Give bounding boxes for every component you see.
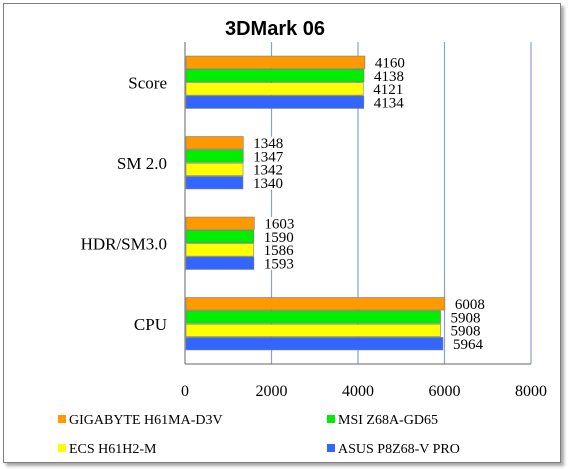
data-label-bg: [446, 324, 494, 338]
data-label: 1586: [264, 243, 295, 259]
data-label-bg: [370, 56, 418, 70]
data-label: 1590: [264, 230, 294, 246]
bar: [185, 82, 364, 96]
legend-swatch: [327, 444, 335, 452]
category-label: HDR/SM3.0: [81, 234, 167, 253]
data-label: 1347: [253, 149, 284, 165]
data-label: 6008: [455, 297, 485, 313]
data-label: 1342: [253, 163, 283, 179]
legend-label: ECS H61H2-M: [69, 442, 157, 457]
data-label: 1593: [264, 256, 294, 272]
data-label-bg: [248, 176, 296, 190]
legend-label: ASUS P8Z68-V PRO: [338, 442, 460, 457]
data-label: 5964: [453, 337, 484, 353]
bar: [185, 149, 244, 163]
x-tick-label: 4000: [342, 383, 374, 400]
legend: GIGABYTE H61MA-D3V MSI Z68A-GD65 ECS H61H2…: [58, 413, 460, 457]
bar: [185, 162, 244, 176]
data-label-bg: [259, 256, 307, 271]
data-label: 5908: [451, 310, 481, 326]
category-label: Score: [128, 73, 167, 92]
bar: [185, 69, 365, 83]
x-tick-label: 8000: [515, 383, 547, 400]
data-label-bg: [450, 297, 498, 311]
data-label-bg: [446, 310, 494, 324]
legend-swatch: [58, 415, 66, 423]
data-label: 1340: [253, 176, 283, 192]
bars: [185, 55, 446, 351]
data-label-bg: [448, 337, 496, 351]
data-label-bg: [369, 95, 417, 110]
bar: [185, 297, 446, 311]
bar: [185, 310, 441, 324]
data-label: 1348: [253, 136, 283, 152]
x-tick-label: 2000: [256, 383, 288, 400]
bar: [185, 323, 441, 337]
legend-label: GIGABYTE H61MA-D3V: [69, 413, 223, 428]
bar: [185, 256, 255, 270]
data-label-bg: [260, 217, 308, 231]
data-label: 5908: [451, 324, 481, 340]
data-label: 4134: [374, 95, 405, 111]
bar: [185, 55, 366, 69]
data-label-bg: [369, 69, 417, 83]
data-label-bg: [369, 82, 417, 96]
data-label-bg: [259, 243, 307, 257]
data-label-bg: [259, 230, 307, 244]
data-label: 4160: [375, 56, 405, 72]
data-label-bg: [249, 149, 297, 163]
chart-title: 3DMark 06: [225, 18, 325, 40]
bar: [185, 176, 244, 190]
category-label: CPU: [134, 315, 167, 334]
bar: [185, 95, 365, 109]
axes: 0 2000 4000 6000 8000 Score SM 2.0 HDR/SM3.0 CPU: [81, 42, 547, 400]
bar: [185, 136, 244, 150]
bar: [185, 243, 254, 257]
x-tick-label: 0: [181, 383, 189, 400]
category-label: SM 2.0: [117, 154, 167, 173]
x-tick-label: 6000: [429, 383, 461, 400]
legend-swatch: [327, 415, 335, 423]
legend-swatch: [58, 444, 66, 452]
legend-label: MSI Z68A-GD65: [338, 413, 438, 428]
data-label: 4138: [374, 69, 404, 85]
data-label-bg: [249, 136, 297, 150]
data-label: 4121: [373, 82, 403, 98]
bar: [185, 230, 255, 244]
data-label-bg: [249, 163, 297, 177]
bar: [185, 216, 255, 230]
bar: [185, 337, 444, 351]
data-label: 1603: [264, 217, 294, 233]
